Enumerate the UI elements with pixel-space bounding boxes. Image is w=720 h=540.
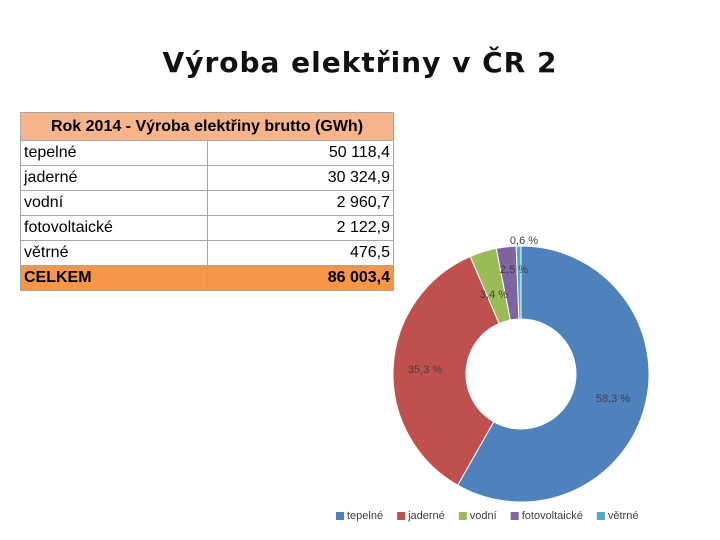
legend-swatch xyxy=(510,512,519,520)
data-table: Rok 2014 - Výroba elektřiny brutto (GWh)… xyxy=(20,112,394,291)
legend-label: větrné xyxy=(608,510,639,522)
value-cell: 2 122,9 xyxy=(207,215,394,241)
table-row: vodní 2 960,7 xyxy=(20,190,394,216)
data-label: 58,3 % xyxy=(596,393,630,405)
donut-slice xyxy=(456,245,650,503)
value-cell: 50 118,4 xyxy=(207,140,394,166)
value-cell: 476,5 xyxy=(207,240,394,266)
legend-label: fotovoltaické xyxy=(522,510,583,522)
legend-swatch xyxy=(336,512,344,520)
value-cell: 30 324,9 xyxy=(207,165,394,191)
label-cell: vodní xyxy=(20,190,208,216)
legend-label: jaderné xyxy=(407,510,445,522)
table-row: fotovoltaické 2 122,9 xyxy=(20,215,394,241)
table-row: tepelné 50 118,4 xyxy=(20,140,394,166)
value-cell: 86 003,4 xyxy=(207,265,394,291)
table-header: Rok 2014 - Výroba elektřiny brutto (GWh) xyxy=(20,112,394,141)
slide-title: Výroba elektřiny v ČR 2 xyxy=(162,46,558,79)
label-cell: větrné xyxy=(20,240,208,266)
legend-swatch xyxy=(397,512,406,520)
table-row: jaderné 30 324,9 xyxy=(20,165,394,191)
data-label: 3,4 % xyxy=(480,289,508,301)
data-label: 35,3 % xyxy=(408,364,442,376)
label-cell: CELKEM xyxy=(20,265,208,291)
data-label: 0,6 % xyxy=(510,235,538,247)
legend-swatch xyxy=(458,512,467,520)
table-row: CELKEM 86 003,4 xyxy=(20,265,394,291)
legend-label: tepelné xyxy=(347,510,383,522)
data-label: 2,5 % xyxy=(500,264,528,276)
legend-swatch xyxy=(596,512,605,520)
table-row: větrné 476,5 xyxy=(20,240,394,266)
legend-label: vodní xyxy=(470,510,497,522)
label-cell: fotovoltaické xyxy=(20,215,208,241)
donut-slice xyxy=(515,245,522,320)
donut-slice xyxy=(392,255,500,486)
value-cell: 2 960,7 xyxy=(207,190,394,216)
